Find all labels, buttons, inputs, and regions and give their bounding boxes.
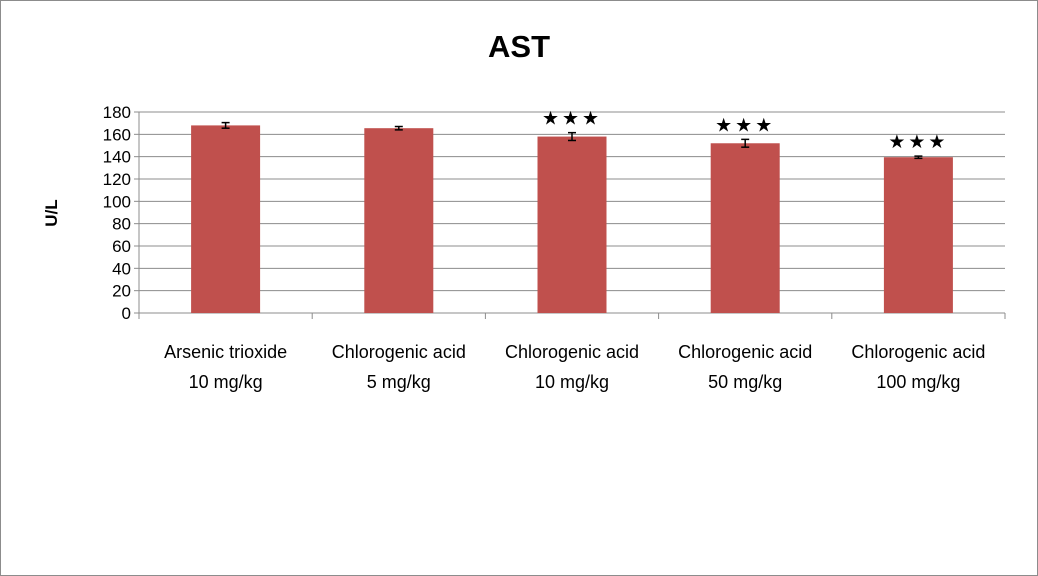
significance-stars: ★★★	[542, 108, 602, 130]
y-tick-label: 20	[112, 282, 131, 301]
x-category-label: 10 mg/kg	[189, 372, 263, 392]
bars	[191, 125, 953, 314]
y-tick-label: 40	[112, 259, 131, 278]
y-tick-label: 100	[103, 192, 131, 211]
x-category-label: 5 mg/kg	[367, 372, 431, 392]
x-category-label: Chlorogenic acid	[678, 342, 812, 362]
y-tick-label: 180	[103, 103, 131, 122]
significance-stars: ★★★	[888, 131, 948, 153]
x-category-labels: Arsenic trioxide 10 mg/kg Chlorogenic acid…	[164, 342, 985, 392]
y-tick-labels: 0 20 40 60 80 100 120 140 160 180	[103, 103, 131, 323]
x-category-label: Chlorogenic acid	[851, 342, 985, 362]
bar	[710, 143, 780, 313]
significance-stars: ★★★	[715, 114, 775, 136]
x-category-label: Chlorogenic acid	[332, 342, 466, 362]
y-tick-label: 80	[112, 215, 131, 234]
x-category-label: 10 mg/kg	[535, 372, 609, 392]
bar	[537, 136, 607, 313]
y-tick-label: 160	[103, 125, 131, 144]
x-category-label: Chlorogenic acid	[505, 342, 639, 362]
chart-title: AST	[488, 29, 550, 64]
y-axis-label: U/L	[42, 199, 61, 226]
error-bars	[221, 121, 923, 160]
x-category-label: 50 mg/kg	[708, 372, 782, 392]
y-tick-label: 60	[112, 237, 131, 256]
x-category-label: 100 mg/kg	[876, 372, 960, 392]
significance-annotations: ★★★ ★★★ ★★★	[542, 108, 948, 153]
bar	[883, 157, 953, 313]
y-tick-label: 0	[122, 304, 131, 323]
y-tick-label: 120	[103, 170, 131, 189]
y-tick-label: 140	[103, 148, 131, 167]
bar	[364, 128, 434, 313]
x-category-label: Arsenic trioxide	[164, 342, 287, 362]
bar	[191, 125, 261, 314]
